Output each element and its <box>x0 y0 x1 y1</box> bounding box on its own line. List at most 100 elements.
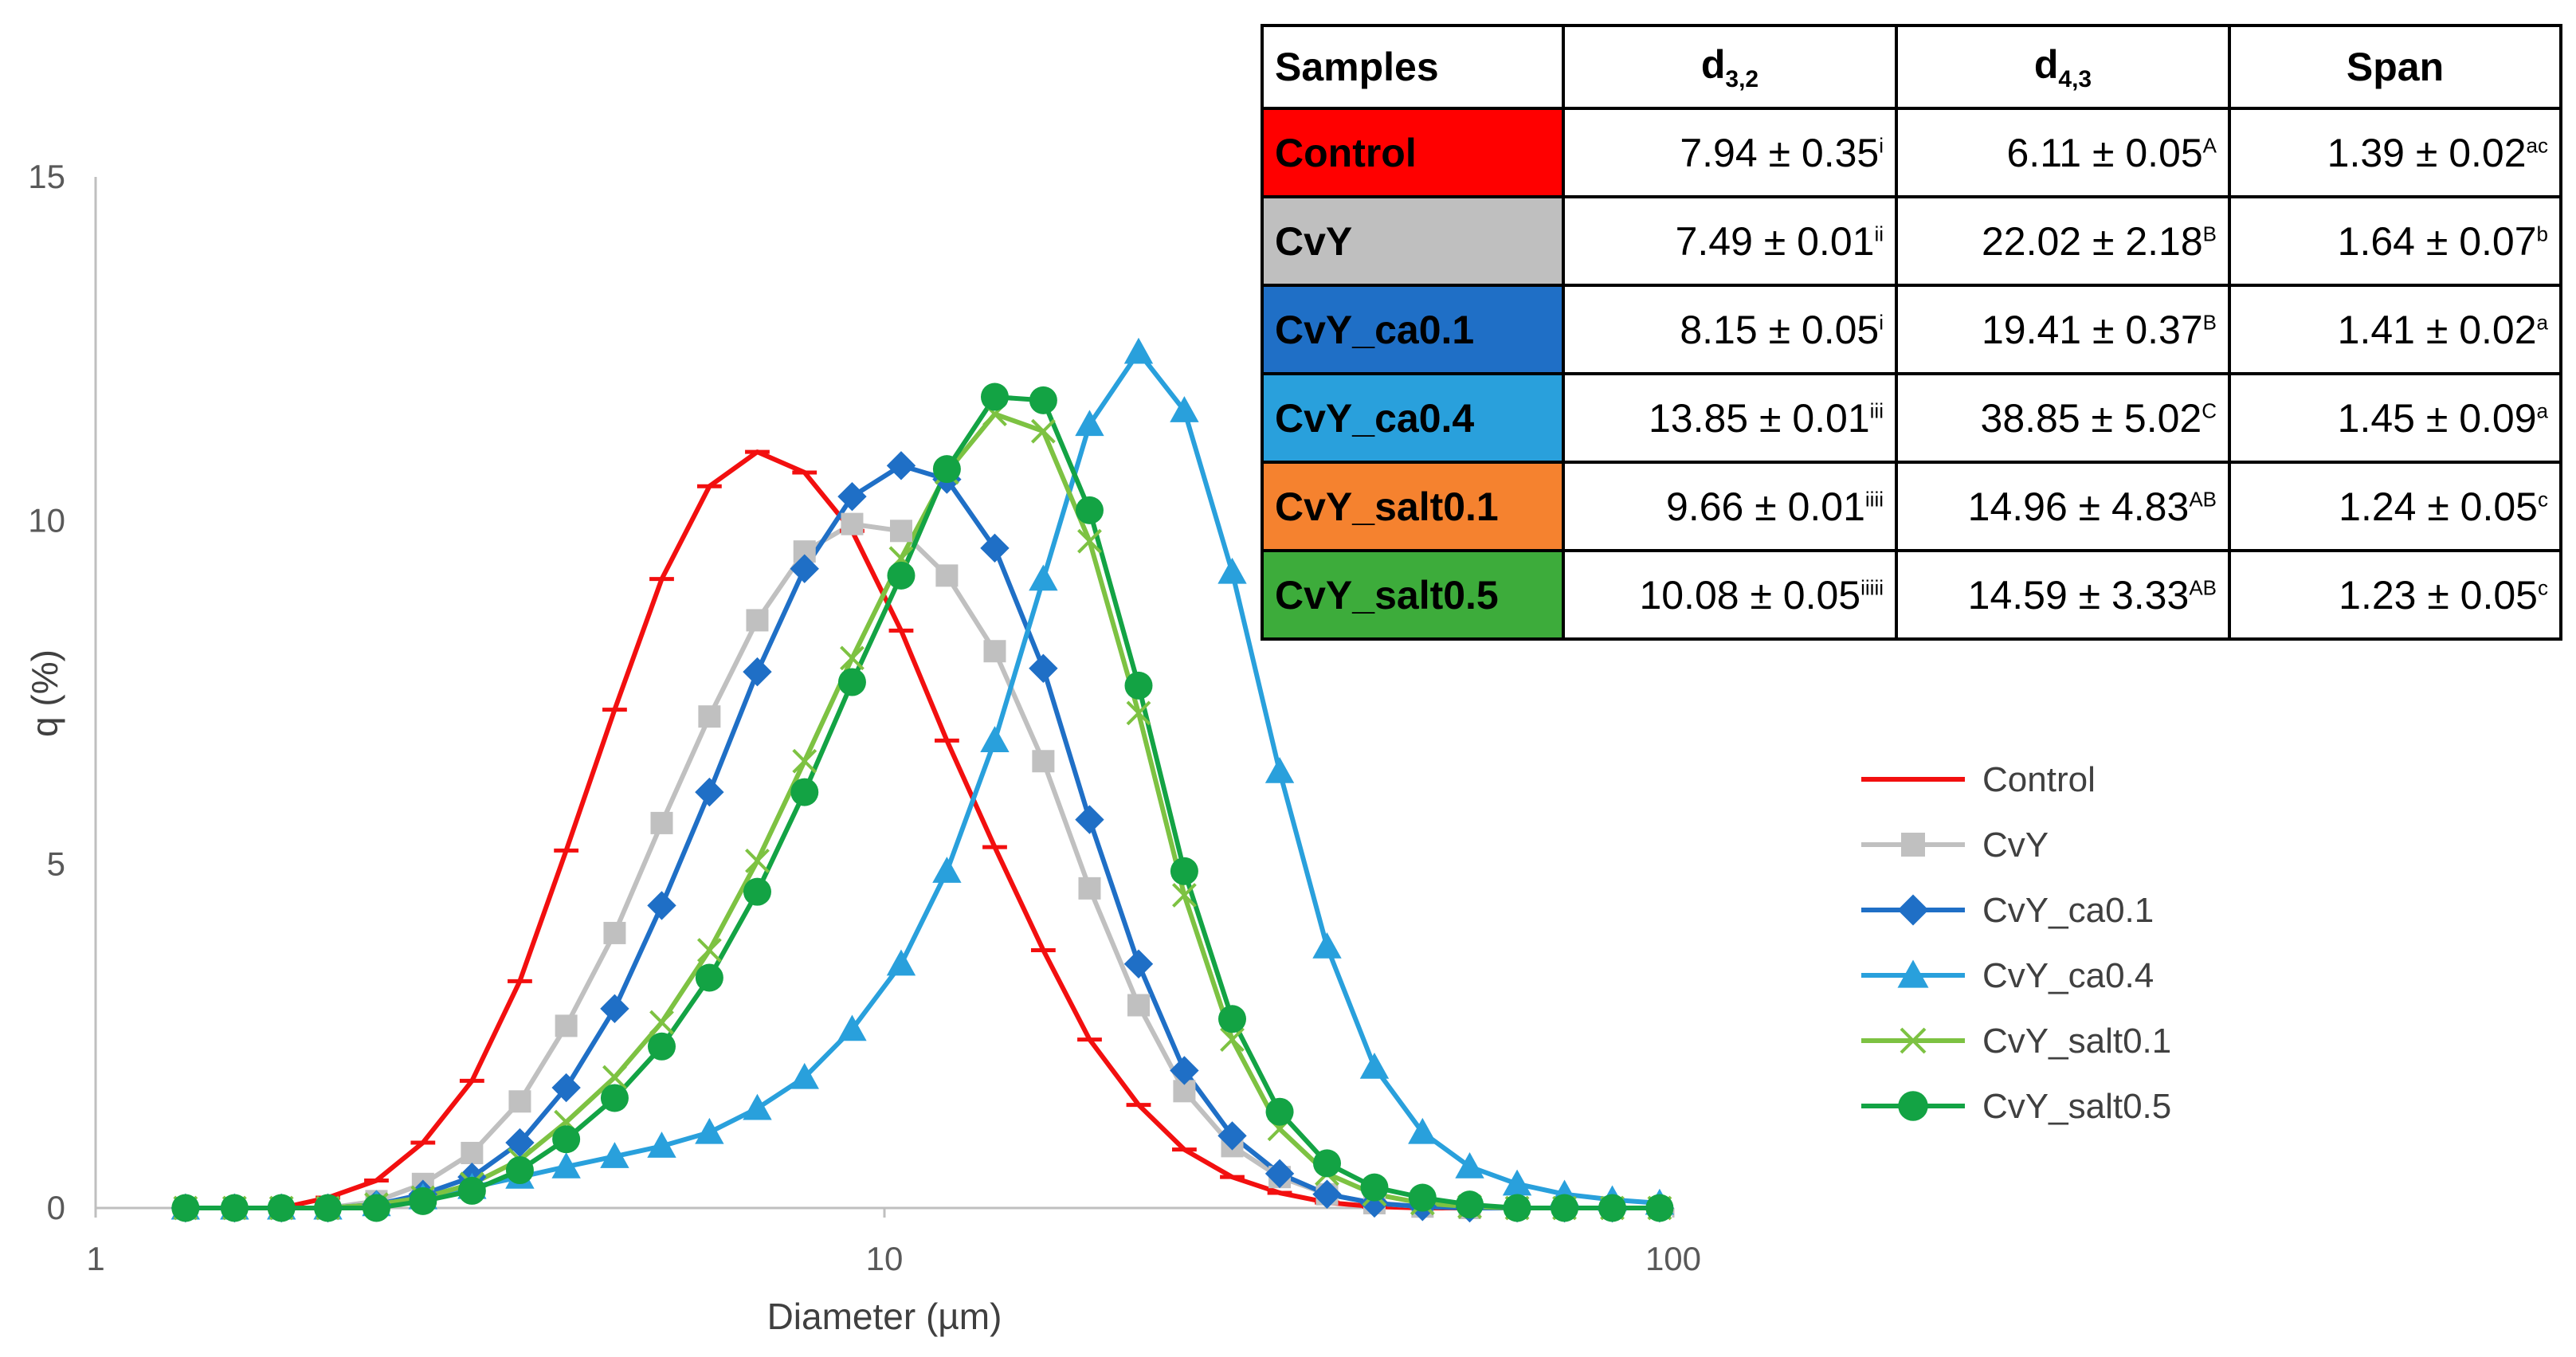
data-point <box>932 857 962 883</box>
d32-sup: i <box>1879 309 1884 334</box>
d43-sup: C <box>2202 398 2217 422</box>
data-point <box>695 777 724 807</box>
data-point <box>600 1142 629 1168</box>
d43-cell: 38.85 ± 5.02C <box>1895 372 2231 464</box>
legend: Control CvY CvY_ca0.1 CvY_ca0.4 CvY_salt0.1 C… <box>1861 760 2171 1126</box>
data-point <box>1220 1027 1245 1053</box>
y-tick-label: 0 <box>47 1189 65 1226</box>
d32-sup: iiiii <box>1860 575 1884 599</box>
data-point <box>743 877 771 906</box>
data-point <box>1312 1179 1342 1209</box>
data-point <box>1170 1056 1199 1085</box>
data-point <box>743 1093 772 1120</box>
data-point <box>980 533 1010 563</box>
d43-cell: 14.59 ± 3.33AB <box>1895 549 2231 641</box>
y-axis-title: q (%) <box>24 649 65 737</box>
d32-cell: 8.15 ± 0.05i <box>1562 284 1898 375</box>
data-point <box>1075 805 1104 834</box>
data-point <box>1645 1194 1674 1222</box>
sample-cell: CvY_ca0.1 <box>1261 284 1565 375</box>
span-value: 1.39 ± 0.02 <box>2327 130 2527 175</box>
d43-sup: AB <box>2189 486 2217 511</box>
d43-value: 6.11 ± 0.05 <box>2006 130 2203 175</box>
legend-marker <box>1897 894 1929 926</box>
d43-cell: 14.96 ± 4.83AB <box>1895 461 2231 552</box>
data-point <box>1170 857 1198 885</box>
data-point <box>1264 757 1295 783</box>
data-point <box>841 512 864 535</box>
y-tick-label: 5 <box>47 845 65 883</box>
d32-sup: i <box>1879 132 1884 157</box>
legend-label: CvY_ca0.1 <box>1982 891 2154 930</box>
span-sup: c <box>2538 575 2548 599</box>
header-d43: d4,3 <box>1895 24 2231 110</box>
span-sup: a <box>2536 309 2548 334</box>
d43-sup: A <box>2202 132 2217 157</box>
span-value: 1.64 ± 0.07 <box>2337 218 2537 264</box>
data-point <box>745 848 770 873</box>
legend-label: CvY_salt0.5 <box>1982 1087 2171 1126</box>
data-point <box>602 1065 627 1090</box>
sample-cell: CvY <box>1261 195 1565 287</box>
data-point <box>887 561 916 590</box>
y-tick-label: 10 <box>28 501 65 539</box>
data-point <box>647 1131 676 1158</box>
legend-marker <box>1898 1091 1928 1121</box>
data-point <box>1598 1194 1626 1222</box>
data-point <box>1123 337 1154 364</box>
table-row: CvY_salt0.1 9.66 ± 0.01iiii 14.96 ± 4.83… <box>1261 461 2562 552</box>
sample-cell: CvY_salt0.5 <box>1261 549 1565 641</box>
data-point <box>508 1090 531 1113</box>
data-point <box>792 748 817 774</box>
data-point <box>362 1194 390 1222</box>
header-d32-main: d <box>1700 41 1726 87</box>
data-point <box>743 657 772 687</box>
data-point <box>696 938 722 963</box>
sample-cell: Control <box>1261 107 1565 198</box>
data-point <box>1029 653 1058 684</box>
span-sup: c <box>2538 486 2548 511</box>
header-samples: Samples <box>1261 24 1565 110</box>
span-cell: 1.23 ± 0.05c <box>2228 549 2562 641</box>
data-point <box>840 645 865 671</box>
data-point <box>1032 750 1055 773</box>
data-point <box>1502 1169 1532 1196</box>
span-cell: 1.39 ± 0.02ac <box>2228 107 2562 198</box>
data-point <box>505 1156 534 1185</box>
d43-cell: 19.41 ± 0.37B <box>1895 284 2231 375</box>
data-point <box>1218 1005 1246 1033</box>
data-point <box>746 609 769 632</box>
d43-value: 38.85 ± 5.02 <box>1980 395 2202 441</box>
header-d32-sub: 3,2 <box>1725 65 1759 92</box>
data-point <box>457 1176 486 1205</box>
data-point <box>837 668 866 696</box>
data-point <box>1265 1097 1294 1126</box>
data-point <box>171 1194 200 1222</box>
data-point <box>1030 418 1056 444</box>
data-point <box>551 1152 581 1179</box>
legend-item: Control <box>1861 760 2096 799</box>
y-tick-label: 15 <box>28 158 65 195</box>
data-point <box>695 1117 724 1144</box>
legend-item: CvY_salt0.1 <box>1861 1022 2171 1061</box>
data-point <box>220 1194 249 1222</box>
data-point <box>980 382 1009 411</box>
data-point <box>1170 396 1199 422</box>
d32-value: 8.15 ± 0.05 <box>1680 307 1880 352</box>
table-row: CvY_ca0.1 8.15 ± 0.05i 19.41 ± 0.37B 1.4… <box>1261 284 2562 375</box>
d43-sup: B <box>2202 309 2217 334</box>
d43-cell: 22.02 ± 2.18B <box>1895 195 2231 287</box>
data-point <box>1217 1121 1247 1151</box>
data-point <box>409 1186 437 1215</box>
data-point <box>790 778 819 806</box>
span-cell: 1.64 ± 0.07b <box>2228 195 2562 287</box>
data-point <box>1124 671 1153 700</box>
sample-cell: CvY_salt0.1 <box>1261 461 1565 552</box>
data-point <box>1029 386 1057 414</box>
x-tick-label: 100 <box>1645 1240 1701 1277</box>
data-point <box>983 640 1006 663</box>
span-sup: a <box>2536 398 2548 422</box>
x-tick-label: 1 <box>86 1240 104 1277</box>
d43-value: 19.41 ± 0.37 <box>1981 307 2203 352</box>
data-point <box>555 1014 578 1037</box>
